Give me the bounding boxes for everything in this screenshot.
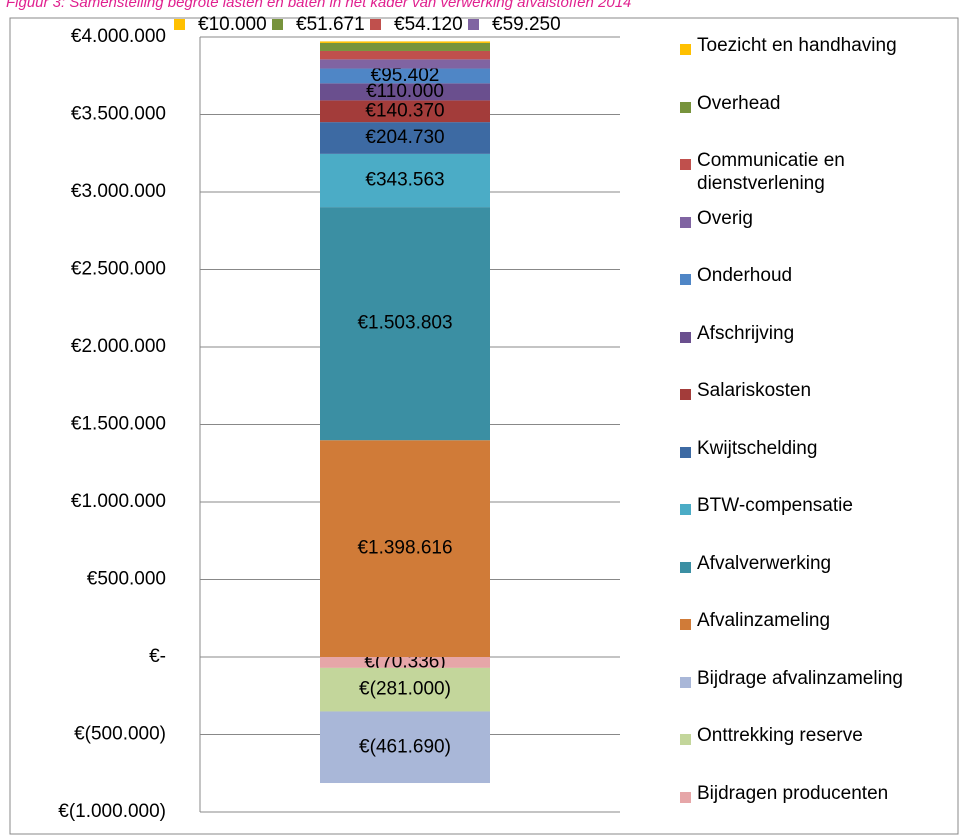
legend-item: Onderhoud <box>678 264 960 322</box>
y-tick-label: €3.500.000 <box>71 104 166 125</box>
bar-segment <box>320 41 490 43</box>
data-label: €204.730 <box>365 127 444 148</box>
legend: Toezicht en handhaving Overhead Communicat… <box>678 34 960 839</box>
data-label-swatch <box>272 19 283 30</box>
legend-swatch <box>680 332 691 343</box>
y-tick-label: €2.000.000 <box>71 336 166 357</box>
y-tick-label: €(500.000) <box>74 724 166 745</box>
y-tick-label: €1.500.000 <box>71 414 166 435</box>
legend-swatch <box>680 44 691 55</box>
legend-label: Overhead <box>697 93 780 114</box>
legend-swatch <box>680 389 691 400</box>
legend-swatch <box>680 274 691 285</box>
legend-swatch <box>680 217 691 228</box>
data-label: €1.503.803 <box>357 313 452 334</box>
data-label: €51.671 <box>296 14 365 35</box>
legend-label: BTW-compensatie <box>697 495 853 516</box>
legend-label: Afschrijving <box>697 323 794 344</box>
legend-item: Bijdragen producenten <box>678 782 960 839</box>
legend-item: Onttrekking reserve <box>678 724 960 782</box>
data-label-swatch <box>174 19 185 30</box>
data-label-swatch <box>468 19 479 30</box>
legend-item: Afvalverwerking <box>678 552 960 610</box>
legend-item: Bijdrage afvalinzameling <box>678 667 960 725</box>
legend-label: Afvalinzameling <box>697 610 830 631</box>
legend-item: Salariskosten <box>678 379 960 437</box>
legend-label: Onttrekking reserve <box>697 725 863 746</box>
legend-label: Bijdrage afvalinzameling <box>697 668 903 689</box>
chart-title: Figuur 3: Samenstelling begrote lasten e… <box>6 0 631 11</box>
legend-swatch <box>680 619 691 630</box>
legend-swatch <box>680 159 691 170</box>
legend-label: Communicatie en dienstverlening <box>697 150 845 194</box>
legend-item: Afvalinzameling <box>678 609 960 667</box>
data-label: €(461.690) <box>359 736 451 757</box>
y-tick-label: €3.000.000 <box>71 181 166 202</box>
legend-label: Salariskosten <box>697 380 811 401</box>
legend-label: Afvalverwerking <box>697 553 831 574</box>
data-label: €10.000 <box>198 14 267 35</box>
data-label-swatch <box>370 19 381 30</box>
legend-swatch <box>680 734 691 745</box>
y-tick-label: €500.000 <box>87 569 166 590</box>
legend-label: Bijdragen producenten <box>697 783 888 804</box>
legend-swatch <box>680 792 691 803</box>
legend-label: Toezicht en handhaving <box>697 35 897 56</box>
y-tick-label: €2.500.000 <box>71 259 166 280</box>
y-tick-label: €- <box>149 646 166 667</box>
data-label: €59.250 <box>492 14 561 35</box>
data-label: €54.120 <box>394 14 463 35</box>
legend-item: Communicatie en dienstverlening <box>678 149 960 207</box>
legend-swatch <box>680 677 691 688</box>
legend-item: Kwijtschelding <box>678 437 960 495</box>
legend-label: Overig <box>697 208 753 229</box>
legend-swatch <box>680 504 691 515</box>
legend-swatch <box>680 447 691 458</box>
bar-segment <box>320 43 490 51</box>
legend-swatch <box>680 102 691 113</box>
legend-item: Overhead <box>678 92 960 150</box>
data-label: €140.370 <box>365 100 444 121</box>
legend-item: Afschrijving <box>678 322 960 380</box>
y-tick-label: €1.000.000 <box>71 491 166 512</box>
legend-swatch <box>680 562 691 573</box>
y-tick-label: €(1.000.000) <box>58 801 166 822</box>
data-label: €(281.000) <box>359 679 451 700</box>
legend-item: BTW-compensatie <box>678 494 960 552</box>
data-label: €343.563 <box>365 170 444 191</box>
legend-label: Onderhoud <box>697 265 792 286</box>
y-tick-label: €4.000.000 <box>71 26 166 47</box>
bar-segment <box>320 59 490 68</box>
legend-label: Kwijtschelding <box>697 438 817 459</box>
data-label: €1.398.616 <box>357 538 452 559</box>
legend-item: Overig <box>678 207 960 265</box>
legend-item: Toezicht en handhaving <box>678 34 960 92</box>
bar-segment <box>320 51 490 59</box>
